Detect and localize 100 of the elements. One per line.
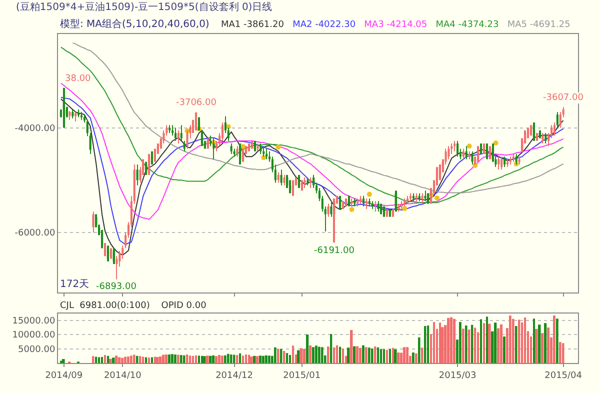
- point: [261, 155, 266, 160]
- x-tick-label: 2015/04: [544, 370, 582, 381]
- bar: [224, 355, 226, 363]
- bar: [98, 357, 100, 363]
- bar: [312, 347, 314, 363]
- bar: [362, 345, 364, 363]
- annotation: -6191.00: [314, 246, 355, 256]
- bar: [156, 357, 159, 363]
- bar: [339, 346, 341, 363]
- point: [349, 206, 354, 212]
- bar: [450, 317, 453, 363]
- bar: [421, 348, 424, 363]
- bar: [433, 322, 435, 363]
- bar: [318, 346, 320, 363]
- bar: [186, 354, 188, 363]
- bar: [283, 351, 286, 363]
- chart-title: CJL 6981.00(0:100) OPID 0.00: [60, 301, 207, 311]
- point: [466, 144, 472, 149]
- bar: [350, 330, 353, 363]
- bar: [380, 349, 382, 363]
- bar: [353, 346, 356, 363]
- bar: [151, 357, 153, 363]
- annotation: 38.00: [65, 74, 92, 84]
- chart-subtitle: 模型: MA组合(5,10,20,40,60,0): [60, 18, 210, 30]
- bar: [342, 348, 344, 363]
- point: [493, 140, 498, 146]
- bar: [101, 357, 103, 363]
- bar: [280, 349, 282, 363]
- bar: [427, 325, 430, 363]
- bar: [474, 328, 476, 363]
- bar: [389, 349, 391, 363]
- bar: [201, 356, 203, 363]
- bar: [118, 357, 121, 363]
- bar: [453, 318, 456, 363]
- bar: [374, 346, 376, 363]
- bar: [253, 356, 256, 363]
- bar: [139, 356, 142, 363]
- bar: [245, 354, 247, 363]
- bar: [159, 356, 162, 363]
- bar: [359, 348, 362, 363]
- bar: [497, 328, 500, 363]
- bar: [556, 318, 558, 363]
- point: [276, 144, 281, 150]
- bar: [256, 356, 259, 363]
- bar: [92, 356, 94, 363]
- bar: [212, 355, 215, 363]
- bar: [221, 356, 224, 363]
- y-tick-label: 15000.00: [12, 316, 56, 326]
- bar: [206, 356, 209, 363]
- bar: [397, 352, 400, 363]
- bar: [488, 324, 491, 363]
- bar: [192, 356, 194, 363]
- point: [366, 192, 372, 197]
- bar: [162, 354, 165, 363]
- y-tick-label: -4000.00: [14, 124, 56, 134]
- bar: [494, 322, 497, 363]
- x-tick-label: 2015/03: [438, 370, 476, 381]
- bar: [268, 356, 270, 363]
- annotation: -3607.00: [543, 93, 584, 103]
- bar: [562, 343, 564, 363]
- bar: [165, 354, 168, 363]
- chart-title: (豆粕1509*4+豆油1509)-豆一1509*5(自设套利 0)日线: [16, 1, 272, 13]
- bar: [142, 356, 144, 363]
- bar: [274, 347, 276, 363]
- text: MA1 -3861.20: [221, 20, 284, 30]
- bar: [127, 356, 130, 363]
- bar: [121, 358, 124, 363]
- bar: [424, 326, 426, 363]
- bar: [209, 356, 212, 363]
- bar: [386, 350, 388, 363]
- bar: [300, 348, 303, 363]
- bar: [465, 325, 468, 363]
- bar: [483, 323, 485, 363]
- bar: [333, 347, 336, 363]
- bar: [259, 356, 262, 363]
- annotation: 172天: [60, 279, 90, 290]
- bar: [356, 346, 359, 363]
- bar: [303, 349, 306, 363]
- bar: [336, 345, 338, 363]
- bar: [239, 353, 242, 363]
- bar: [547, 327, 550, 363]
- bar: [512, 318, 514, 363]
- bar: [286, 353, 288, 363]
- bar: [415, 353, 418, 363]
- bar: [515, 326, 518, 363]
- y-tick-label: 5000.00: [18, 344, 56, 355]
- bar: [95, 356, 98, 363]
- bar: [154, 356, 156, 363]
- bar: [297, 350, 300, 363]
- bar: [109, 358, 112, 363]
- bar: [538, 324, 541, 363]
- bar: [518, 320, 520, 363]
- annotation: -3706.00: [176, 98, 217, 108]
- bar: [233, 354, 236, 363]
- bar: [486, 316, 488, 363]
- bar: [471, 324, 474, 363]
- bar: [124, 356, 126, 363]
- bar: [289, 355, 291, 363]
- bar: [104, 355, 106, 363]
- bar: [347, 348, 350, 363]
